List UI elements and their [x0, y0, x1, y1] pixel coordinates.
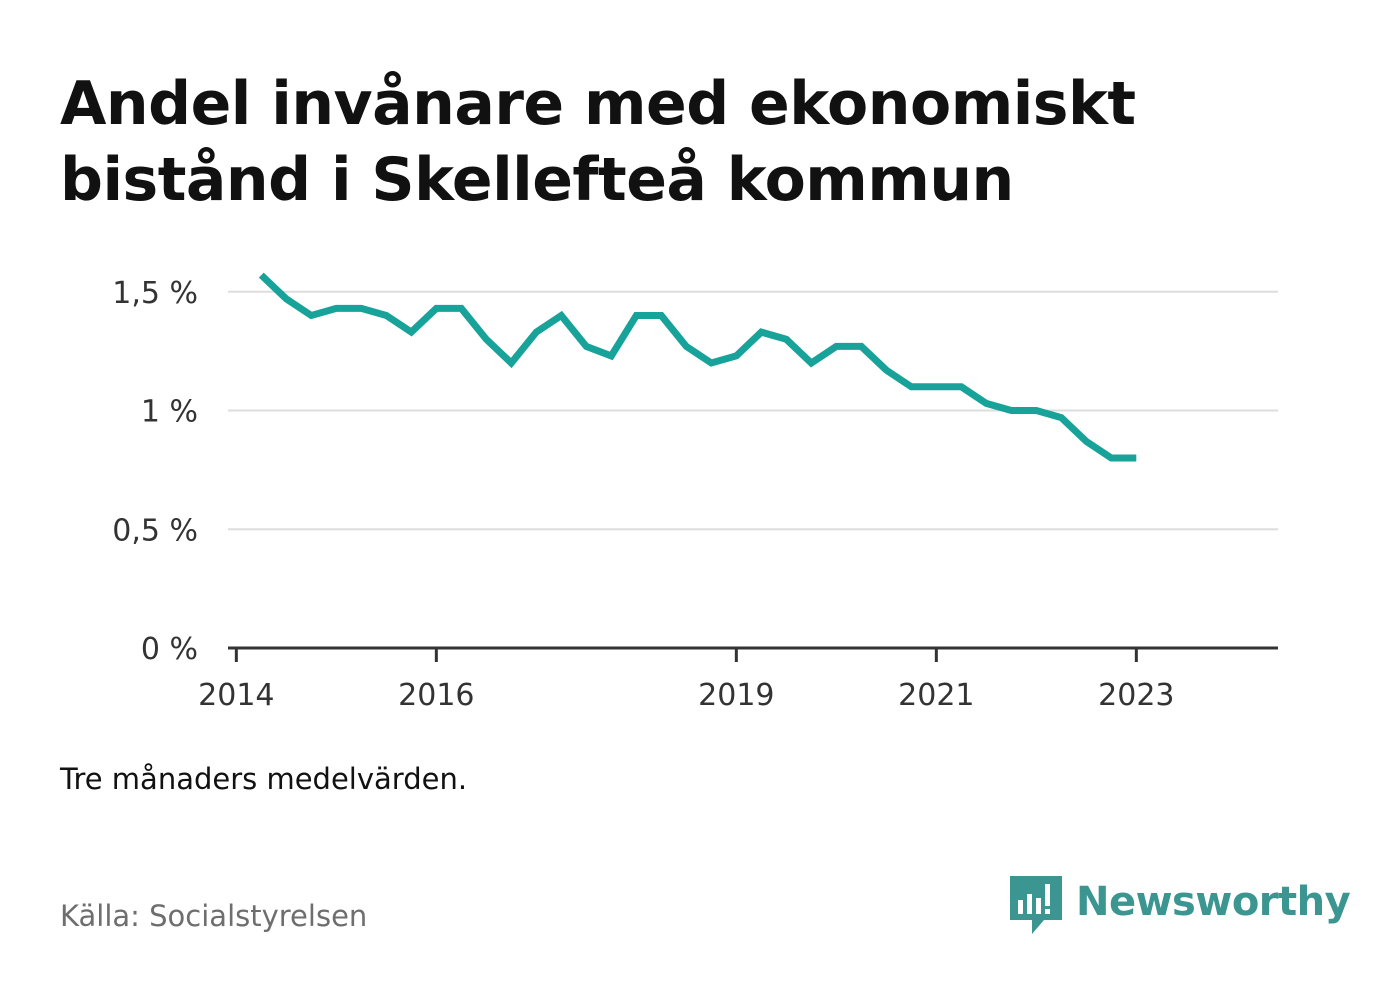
y-tick-label: 1 % [141, 395, 198, 430]
line-chart: 0 % 0,5 % 1 % 1,5 % 2014 2016 2019 2021 2023 [112, 272, 1278, 713]
x-axis: 2014 2016 2019 2021 2023 [198, 646, 1278, 713]
series-line-0 [258, 272, 1137, 462]
newsworthy-logo-icon [1010, 876, 1062, 934]
x-tick-label: 2016 [398, 678, 474, 713]
gridlines [228, 290, 1278, 531]
y-axis: 0 % 0,5 % 1 % 1,5 % [112, 276, 198, 667]
y-tick-label: 0,5 % [112, 513, 198, 548]
brand-logo-block: Newsworthy [1010, 876, 1351, 942]
source-text: Källa: Socialstyrelsen [60, 899, 368, 933]
y-tick-label: 1,5 % [112, 276, 198, 311]
chart-title: Andel invånare med ekonomiskt bistånd i … [60, 69, 1136, 215]
x-tick-label: 2019 [698, 678, 774, 713]
chart-note: Tre månaders medelvärden. [60, 762, 468, 796]
y-tick-label: 0 % [141, 632, 198, 667]
series [258, 272, 1137, 462]
x-tick-label: 2014 [198, 678, 274, 713]
brand-name: Newsworthy [1076, 879, 1351, 925]
x-tick-label: 2023 [1098, 678, 1174, 713]
x-tick-label: 2021 [898, 678, 974, 713]
